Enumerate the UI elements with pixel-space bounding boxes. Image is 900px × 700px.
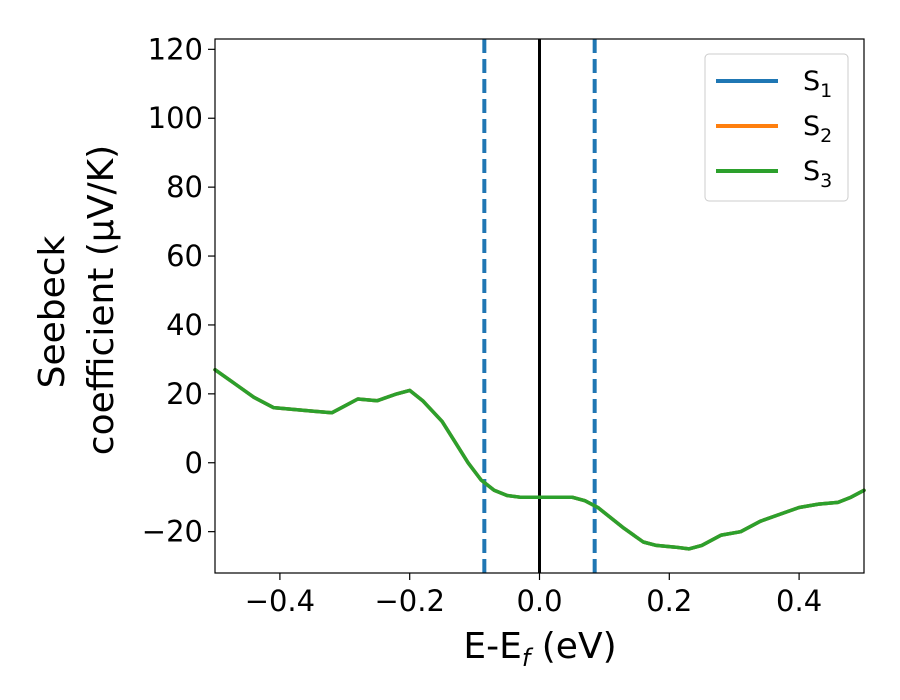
y-tick-label: 20 (166, 377, 203, 411)
x-ticks: −0.4 −0.2 0.0 0.2 0.4 (245, 573, 822, 618)
x-tick-label: −0.4 (245, 584, 315, 618)
legend-label-S2: S2 (803, 111, 832, 147)
y-tick-label: 40 (166, 308, 203, 342)
y-ticks: −20 0 20 40 60 80 100 120 (142, 32, 215, 549)
x-tick-label: 0.0 (516, 584, 562, 618)
y-tick-label: −20 (142, 515, 203, 549)
y-tick-label: 120 (148, 32, 203, 66)
y-tick-label: 80 (166, 170, 203, 204)
x-axis-label: E-Ef (eV) (463, 626, 616, 672)
x-tick-label: 0.4 (776, 584, 822, 618)
x-tick-label: 0.2 (646, 584, 692, 618)
x-axis-label-main: E-E (463, 626, 521, 667)
legend: S1 S2 S3 (704, 53, 849, 202)
series-lines (213, 367, 866, 551)
legend-label-S1: S1 (803, 66, 832, 102)
x-tick-label: −0.2 (374, 584, 444, 618)
y-tick-label: 60 (166, 239, 203, 273)
y-tick-label: 100 (148, 101, 203, 135)
y-tick-label: 0 (185, 446, 203, 480)
series-line-S3 (213, 367, 866, 551)
y-axis-label-line1: Seebeck (32, 235, 73, 388)
x-axis-label-unit: (eV) (530, 626, 616, 667)
legend-label-S3: S3 (803, 156, 832, 192)
y-axis-label-line2: coefficient (μV/K) (81, 145, 122, 455)
